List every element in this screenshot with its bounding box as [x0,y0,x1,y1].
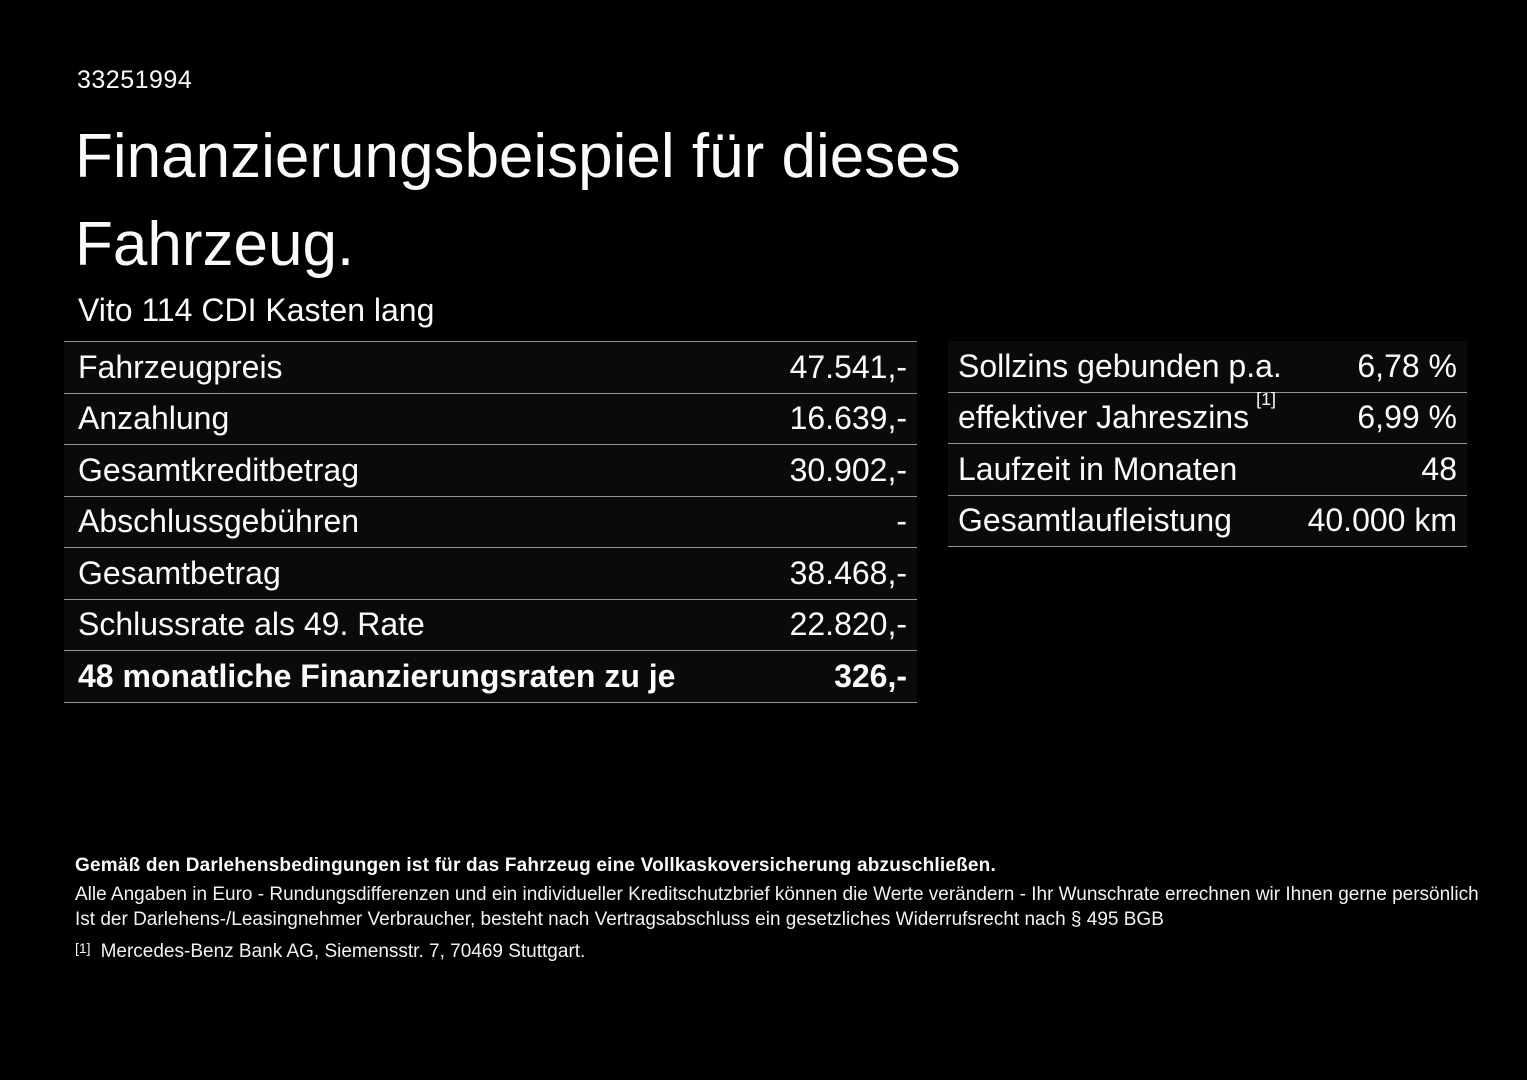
insurance-notice: Gemäß den Darlehensbedingungen ist für d… [75,855,996,876]
row-value: 30.902,- [789,451,907,488]
table-row-gesamtbetrag: Gesamtbetrag 38.468,- [64,547,917,599]
footnote: [1] Mercedes-Benz Bank AG, Siemensstr. 7,… [75,940,586,963]
table-row-anzahlung: Anzahlung 16.639,- [64,392,917,444]
row-label: Gesamtlaufleistung [958,502,1232,539]
table-row-abschlussgebuehren: Abschlussgebühren - [64,495,917,547]
row-label: Anzahlung [78,400,230,437]
table-row-effektiver-jahreszins: effektiver Jahreszins [1] 6,99 % [948,389,1467,444]
withdrawal-notice: Ist der Darlehens-/Leasingnehmer Verbrau… [75,909,1164,930]
table-row-fahrzeugpreis: Fahrzeugpreis 47.541,- [64,341,917,393]
row-value: 6,78 % [1357,347,1457,384]
table-row-monatsrate: 48 monatliche Finanzierungsraten zu je 3… [64,650,917,702]
row-label-text: effektiver Jahreszins [958,399,1250,436]
row-label: Laufzeit in Monaten [958,450,1238,487]
row-label: Schlussrate als 49. Rate [78,606,425,643]
table-row-gesamtkreditbetrag: Gesamtkreditbetrag 30.902,- [64,444,917,496]
table-row-laufzeit: Laufzeit in Monaten 48 [948,444,1467,496]
row-value: 16.639,- [789,400,907,437]
conditions-table: Sollzins gebunden p.a. 6,78 % effektiver… [948,341,1467,547]
disclaimer-line: Alle Angaben in Euro - Rundungsdifferenz… [75,884,1479,905]
row-value: 47.541,- [789,348,907,385]
document-id: 33251994 [77,66,193,94]
table-row-schlussrate: Schlussrate als 49. Rate 22.820,- [64,598,917,650]
row-value: - [896,503,907,540]
footnote-marker: [1] [1256,389,1277,410]
financing-table: Fahrzeugpreis 47.541,- Anzahlung 16.639,… [64,341,917,703]
footnote-text: Mercedes-Benz Bank AG, Siemensstr. 7, 70… [100,941,586,962]
table-row-sollzins: Sollzins gebunden p.a. 6,78 % [948,341,1467,393]
table-row-gesamtlaufleistung: Gesamtlaufleistung 40.000 km [948,495,1467,547]
page-title: Finanzierungsbeispiel für dieses Fahrzeu… [75,122,961,279]
row-label: Gesamtbetrag [78,554,281,591]
row-value: 38.468,- [789,554,907,591]
row-label: effektiver Jahreszins [1] [958,389,1276,436]
row-label: Abschlussgebühren [78,503,360,540]
row-value: 326,- [834,657,907,694]
row-label: Sollzins gebunden p.a. [958,347,1282,384]
footnote-marker: [1] [75,940,91,956]
row-label: Gesamtkreditbetrag [78,451,360,488]
row-value: 40.000 km [1307,502,1457,539]
row-label: Fahrzeugpreis [78,348,283,385]
row-value: 48 [1421,450,1457,487]
row-label: 48 monatliche Finanzierungsraten zu je [78,657,676,694]
vehicle-name: Vito 114 CDI Kasten lang [78,292,435,328]
row-value: 6,99 % [1357,399,1457,436]
row-value: 22.820,- [789,606,907,643]
